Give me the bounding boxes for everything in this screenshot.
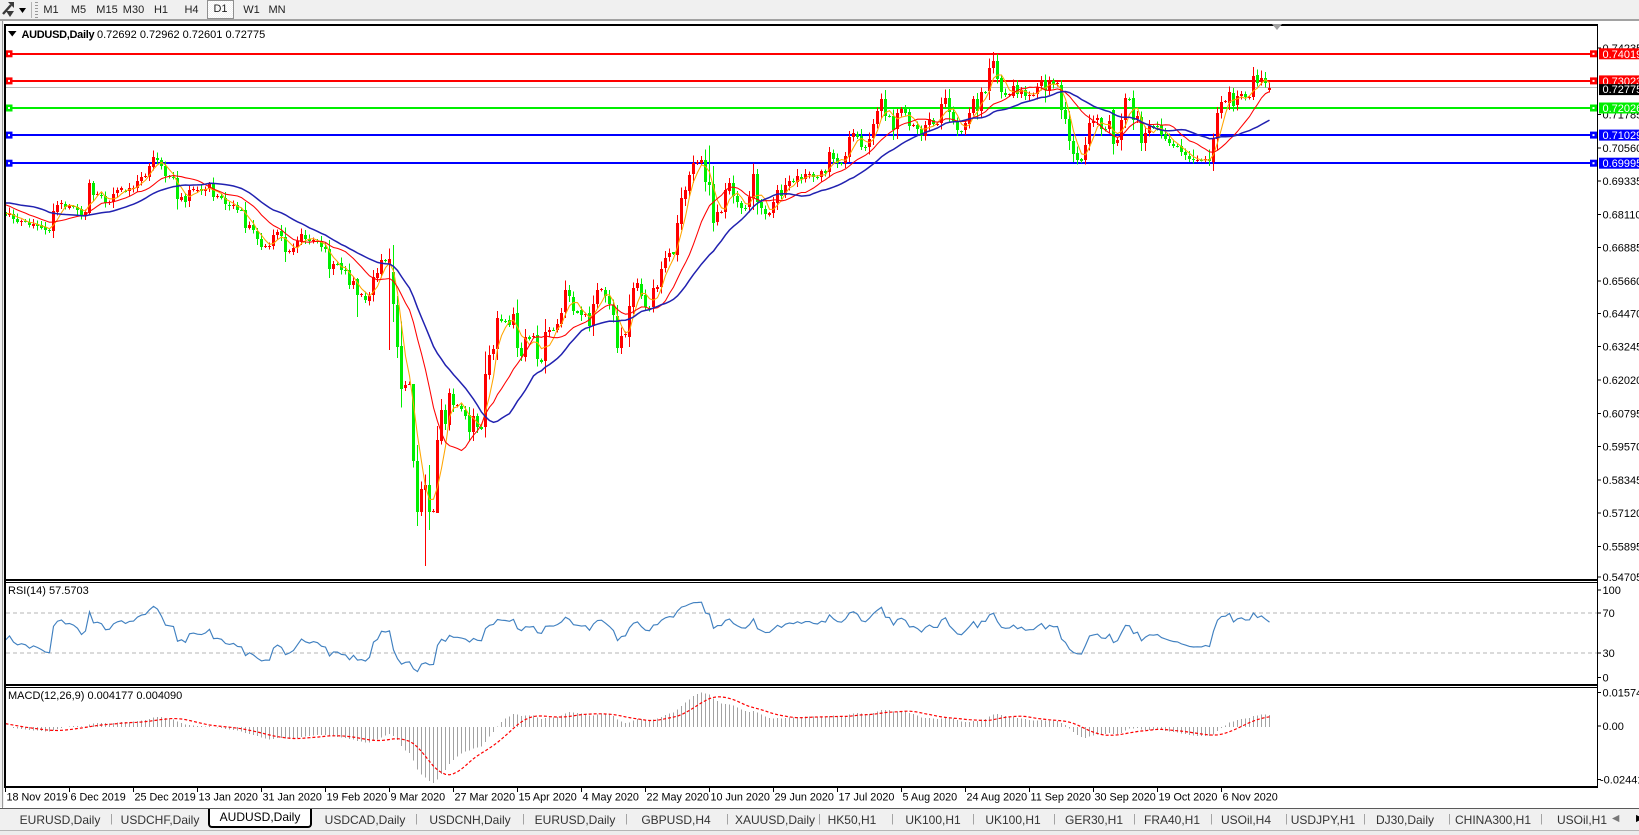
svg-text:15 Apr 2020: 15 Apr 2020 — [519, 792, 577, 804]
svg-text:9 Mar 2020: 9 Mar 2020 — [391, 792, 446, 804]
svg-text:6 Nov 2020: 6 Nov 2020 — [1223, 792, 1278, 804]
svg-text:0.55895: 0.55895 — [1603, 542, 1639, 554]
svg-text:RSI(14) 57.5703: RSI(14) 57.5703 — [8, 585, 89, 597]
svg-text:17 Jul 2020: 17 Jul 2020 — [839, 792, 895, 804]
svg-text:0.63245: 0.63245 — [1603, 342, 1639, 354]
svg-text:0.69335: 0.69335 — [1603, 176, 1639, 188]
svg-text:25 Dec 2019: 25 Dec 2019 — [135, 792, 196, 804]
svg-text:19 Oct 2020: 19 Oct 2020 — [1159, 792, 1218, 804]
svg-text:70: 70 — [1603, 608, 1615, 620]
svg-text:0.74019: 0.74019 — [1603, 49, 1639, 61]
svg-text:0.58345: 0.58345 — [1603, 475, 1639, 487]
svg-text:0.60795: 0.60795 — [1603, 408, 1639, 420]
svg-text:-0.024411: -0.024411 — [1600, 775, 1639, 787]
svg-text:13 Jan 2020: 13 Jan 2020 — [199, 792, 258, 804]
svg-text:0.68110: 0.68110 — [1603, 209, 1639, 221]
svg-text:18 Nov 2019: 18 Nov 2019 — [7, 792, 68, 804]
svg-text:0.65660: 0.65660 — [1603, 276, 1639, 288]
svg-text:4 May 2020: 4 May 2020 — [583, 792, 639, 804]
svg-text:19 Feb 2020: 19 Feb 2020 — [327, 792, 388, 804]
svg-text:0.72026: 0.72026 — [1603, 103, 1639, 115]
svg-text:0.64470: 0.64470 — [1603, 308, 1639, 320]
svg-text:0.00: 0.00 — [1603, 721, 1624, 733]
svg-text:100: 100 — [1603, 585, 1621, 597]
svg-text:0.69995: 0.69995 — [1603, 158, 1639, 170]
svg-text:0.70560: 0.70560 — [1603, 143, 1639, 155]
svg-text:11 Sep 2020: 11 Sep 2020 — [1031, 792, 1091, 804]
svg-text:5 Aug 2020: 5 Aug 2020 — [903, 792, 958, 804]
svg-text:0.72775: 0.72775 — [1603, 84, 1639, 96]
svg-text:29 Jun 2020: 29 Jun 2020 — [775, 792, 834, 804]
svg-text:0.66885: 0.66885 — [1603, 243, 1639, 255]
svg-text:MACD(12,26,9) 0.004177 0.00409: MACD(12,26,9) 0.004177 0.004090 — [8, 690, 182, 702]
svg-text:0: 0 — [1603, 673, 1609, 685]
svg-text:27 Mar 2020: 27 Mar 2020 — [455, 792, 516, 804]
svg-text:0.59570: 0.59570 — [1603, 442, 1639, 454]
svg-text:AUDUSD,Daily: AUDUSD,Daily — [22, 29, 96, 41]
svg-text:6 Dec 2019: 6 Dec 2019 — [71, 792, 126, 804]
svg-text:31 Jan 2020: 31 Jan 2020 — [263, 792, 322, 804]
svg-text:22 May 2020: 22 May 2020 — [647, 792, 709, 804]
svg-text:0.015741: 0.015741 — [1603, 688, 1639, 700]
svg-text:0.71029: 0.71029 — [1603, 130, 1639, 142]
svg-text:0.57120: 0.57120 — [1603, 508, 1639, 520]
svg-text:10 Jun 2020: 10 Jun 2020 — [711, 792, 770, 804]
svg-text:30 Sep 2020: 30 Sep 2020 — [1095, 792, 1156, 804]
svg-text:0.72692 0.72962 0.72601 0.7277: 0.72692 0.72962 0.72601 0.72775 — [97, 29, 265, 41]
svg-text:24 Aug 2020: 24 Aug 2020 — [967, 792, 1028, 804]
svg-text:30: 30 — [1603, 648, 1615, 660]
svg-text:0.54705: 0.54705 — [1603, 572, 1639, 584]
svg-text:0.62020: 0.62020 — [1603, 375, 1639, 387]
